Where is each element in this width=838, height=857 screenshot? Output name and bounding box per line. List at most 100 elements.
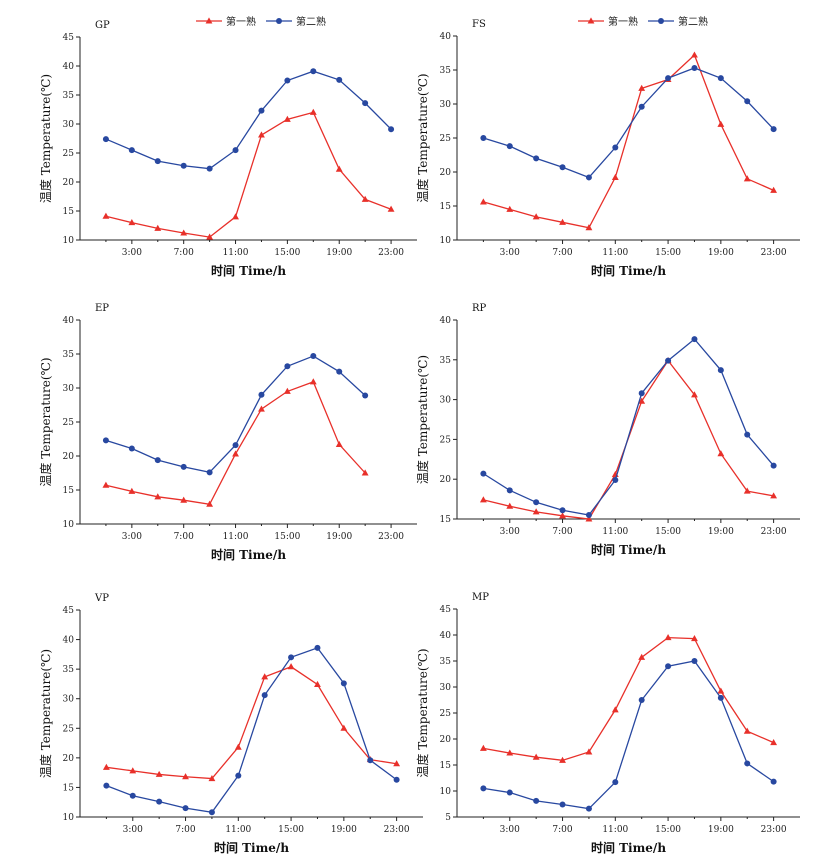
point-series-1 <box>234 743 242 750</box>
x-tick-label: 15:00 <box>274 248 300 258</box>
y-tick-label: 15 <box>63 783 75 793</box>
point-series-1 <box>479 744 487 751</box>
point-series-1 <box>559 756 566 763</box>
point-series-2 <box>180 162 187 169</box>
point-series-2 <box>156 798 163 805</box>
point-series-2 <box>744 98 751 105</box>
point-series-2 <box>232 442 239 449</box>
series-line-2 <box>483 67 775 179</box>
y-tick-label: 25 <box>63 418 75 428</box>
point-series-2 <box>665 357 672 364</box>
x-tick-label: 23:00 <box>761 527 787 537</box>
panel-gp: 10 15 20 25 30 35 40 45 3:00 7:00 11:00 15:00 19:00 2… <box>38 15 417 278</box>
y-tick-label: 10 <box>63 236 75 246</box>
point-series-2 <box>232 147 239 154</box>
series-line-1 <box>106 666 397 780</box>
point-series-1 <box>387 205 395 212</box>
x-tick-label: 19:00 <box>708 527 734 537</box>
y-tick-label: 10 <box>440 236 452 246</box>
point-series-1 <box>287 663 295 670</box>
x-tick-label: 19:00 <box>326 248 352 258</box>
x-axis-title: 时间 Time/h <box>214 840 289 855</box>
point-series-1 <box>770 492 778 499</box>
point-series-1 <box>691 391 698 398</box>
legend-marker-series-1 <box>587 17 595 24</box>
point-series-1 <box>129 767 137 774</box>
x-tick-label: 15:00 <box>655 527 681 537</box>
panel-vp: 10 15 20 25 30 35 40 45 3:00 7:00 11:00 15:00 19:00 2… <box>38 593 423 855</box>
y-tick-label: 5 <box>445 813 451 823</box>
point-series-1 <box>559 218 566 225</box>
panel-label: FS <box>472 19 486 30</box>
point-series-2 <box>770 462 777 469</box>
point-series-2 <box>154 158 161 165</box>
point-series-1 <box>182 773 189 780</box>
y-tick-label: 40 <box>440 32 452 42</box>
point-series-2 <box>717 75 724 82</box>
y-tick-label: 25 <box>63 724 75 734</box>
y-tick-label: 20 <box>440 168 452 178</box>
point-series-1 <box>506 502 514 509</box>
x-tick-label: 19:00 <box>708 825 734 835</box>
y-tick-label: 40 <box>440 631 452 641</box>
x-axis-title: 时间 Time/h <box>211 547 286 562</box>
point-series-2 <box>180 463 187 470</box>
point-series-1 <box>479 496 487 503</box>
legend: 第一熟 第二熟 <box>196 15 326 28</box>
point-series-1 <box>532 508 540 515</box>
legend-label-series-1: 第一熟 <box>226 15 256 28</box>
point-series-1 <box>393 760 401 767</box>
point-series-1 <box>691 51 698 58</box>
x-tick-label: 19:00 <box>708 248 734 258</box>
point-series-1 <box>232 450 239 457</box>
y-tick-label: 20 <box>440 475 452 485</box>
point-series-1 <box>638 397 646 404</box>
point-series-1 <box>180 229 188 236</box>
x-tick-label: 23:00 <box>384 825 410 835</box>
series-line-1 <box>105 111 392 238</box>
x-tick-label: 3:00 <box>123 825 143 835</box>
point-series-2 <box>744 431 751 438</box>
point-series-2 <box>336 368 343 375</box>
point-series-1 <box>717 687 725 694</box>
y-tick-label: 10 <box>63 813 75 823</box>
point-series-2 <box>506 143 513 150</box>
y-tick-label: 10 <box>63 520 75 530</box>
y-tick-label: 20 <box>63 754 75 764</box>
y-tick-label: 15 <box>63 207 75 217</box>
point-series-2 <box>235 772 242 779</box>
y-axis-title: 温度 Temperature(℃) <box>38 357 53 486</box>
point-series-1 <box>261 673 269 680</box>
x-tick-label: 7:00 <box>552 527 572 537</box>
point-series-2 <box>206 165 213 172</box>
point-series-1 <box>506 749 514 756</box>
x-axis-title: 时间 Time/h <box>211 263 286 278</box>
x-tick-label: 3:00 <box>500 527 520 537</box>
panel-ep: 10 15 20 25 30 35 40 3:00 7:00 11:00 15:00 19:00 23:… <box>38 303 417 562</box>
point-series-2 <box>691 64 698 71</box>
point-series-1 <box>479 198 487 205</box>
y-tick-label: 20 <box>63 452 75 462</box>
point-series-1 <box>559 512 566 519</box>
point-series-2 <box>612 779 619 786</box>
x-tick-label: 3:00 <box>122 248 142 258</box>
point-series-2 <box>102 437 109 444</box>
point-series-2 <box>388 126 395 133</box>
point-series-2 <box>284 77 291 84</box>
y-tick-label: 15 <box>63 486 75 496</box>
x-axis-title: 时间 Time/h <box>591 263 666 278</box>
point-series-2 <box>533 499 540 506</box>
y-tick-label: 35 <box>63 665 75 675</box>
point-series-1 <box>154 493 162 500</box>
point-series-1 <box>585 748 593 755</box>
point-series-2 <box>506 789 513 796</box>
point-series-1 <box>743 175 751 182</box>
y-tick-label: 35 <box>440 356 452 366</box>
x-tick-label: 7:00 <box>174 248 194 258</box>
y-tick-label: 25 <box>440 435 452 445</box>
point-series-1 <box>258 405 265 412</box>
point-series-2 <box>612 144 619 151</box>
point-series-1 <box>770 739 778 746</box>
y-tick-label: 20 <box>440 735 452 745</box>
x-tick-label: 11:00 <box>223 248 249 258</box>
